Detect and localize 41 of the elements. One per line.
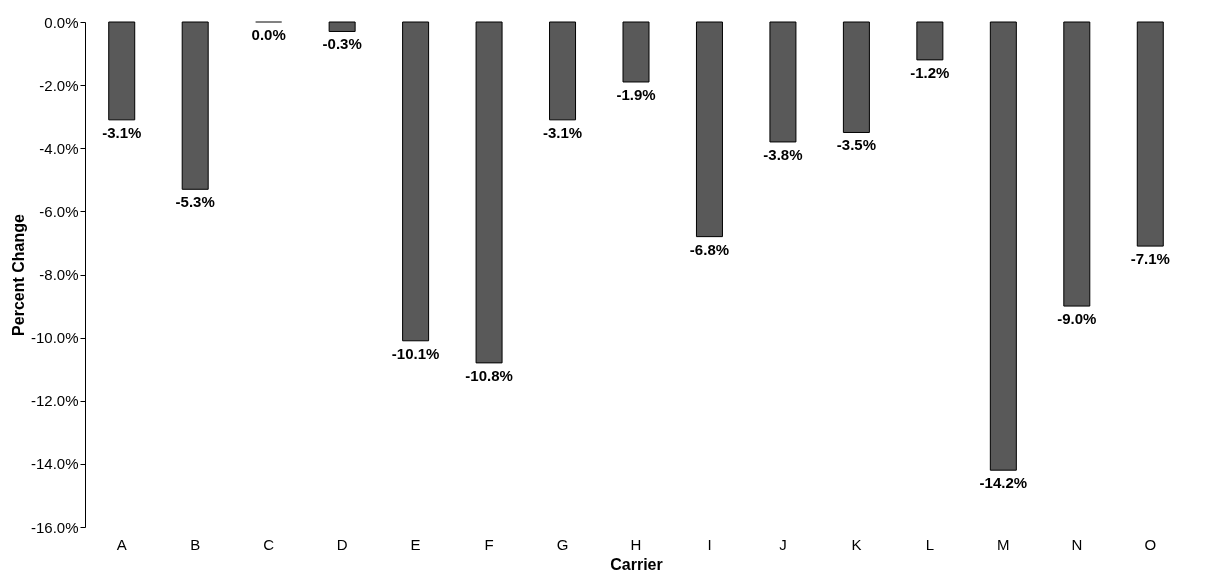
y-tick-label: -2.0% [39,76,79,94]
x-tick-label: D [336,535,348,553]
data-label: -1.2% [910,63,950,81]
x-tick-label: B [190,535,201,553]
data-label: 0.0% [251,26,286,43]
data-label: -1.9% [616,85,656,103]
y-tick-label: -10.0% [30,329,79,347]
y-tick-label: 0.0% [44,13,79,31]
x-tick-label: J [779,535,787,553]
x-tick-label: A [116,535,127,553]
data-label: -7.1% [1130,250,1170,268]
x-tick-label: O [1144,535,1157,553]
data-label: -9.0% [1057,310,1097,328]
x-tick-label: I [707,535,712,553]
y-tick-label: -4.0% [39,139,79,157]
y-tick-label: -16.0% [30,518,79,536]
data-label: -6.8% [689,240,730,258]
data-label: -3.1% [542,123,583,141]
data-label: -0.3% [322,35,362,53]
y-tick-label: -14.0% [30,455,79,473]
y-tick-label: -12.0% [30,392,79,410]
x-tick-label: H [630,535,642,553]
y-tick-label: -8.0% [39,266,79,283]
x-tick-label: F [484,535,494,553]
y-tick-label: -6.0% [39,202,79,220]
x-tick-label: L [925,535,935,553]
x-tick-label: G [556,535,569,553]
x-axis-title: Carrier [610,555,663,573]
x-tick-label: M [997,535,1010,553]
data-label: -3.1% [102,123,142,141]
data-label: -3.5% [836,136,876,154]
data-label: -14.2% [979,474,1028,492]
x-tick-label: C [263,535,275,553]
y-axis-title: Percent Change [9,213,27,336]
x-tick-label: E [410,535,421,553]
data-label: -5.3% [175,193,215,211]
data-label: -10.1% [391,344,440,362]
data-label: -3.8% [763,145,803,163]
x-tick-label: N [1071,535,1083,553]
data-label: -10.8% [465,366,513,384]
x-tick-label: K [851,535,862,553]
